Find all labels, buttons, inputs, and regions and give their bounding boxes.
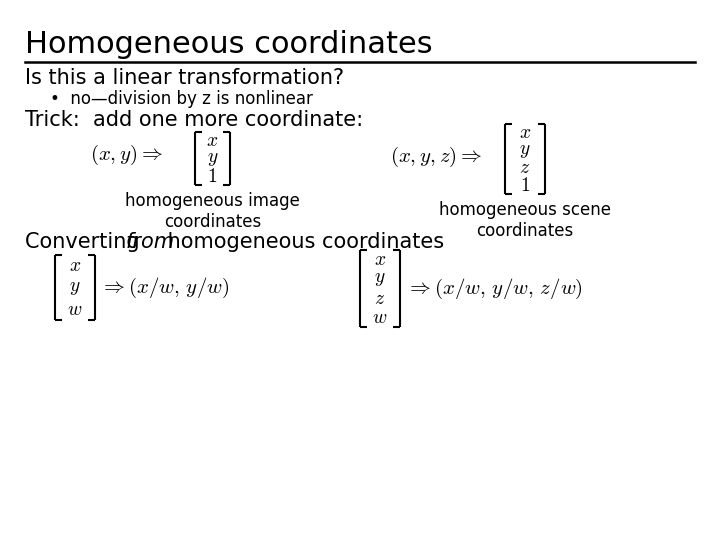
Text: $x$: $x$: [374, 250, 386, 269]
Text: $y$: $y$: [69, 278, 81, 297]
Text: $z$: $z$: [519, 158, 531, 177]
Text: Homogeneous coordinates: Homogeneous coordinates: [25, 30, 433, 59]
Text: $x$: $x$: [207, 131, 219, 150]
Text: $w$: $w$: [372, 308, 387, 327]
Text: $w$: $w$: [67, 300, 83, 319]
Text: $\Rightarrow (x/w,\, y/w,\, z/w)$: $\Rightarrow (x/w,\, y/w,\, z/w)$: [406, 277, 583, 301]
Text: $y$: $y$: [207, 149, 218, 168]
Text: homogeneous scene
coordinates: homogeneous scene coordinates: [439, 201, 611, 240]
Text: $z$: $z$: [374, 288, 385, 308]
Text: $x$: $x$: [519, 123, 531, 142]
Text: $\Rightarrow (x/w,\, y/w)$: $\Rightarrow (x/w,\, y/w)$: [100, 276, 230, 300]
Text: Is this a linear transformation?: Is this a linear transformation?: [25, 68, 344, 88]
Text: Trick:  add one more coordinate:: Trick: add one more coordinate:: [25, 110, 363, 130]
Text: Converting: Converting: [25, 232, 146, 252]
Text: $(x, y) \Rightarrow$: $(x, y) \Rightarrow$: [90, 143, 163, 167]
Text: $y$: $y$: [519, 141, 531, 160]
Text: homogeneous coordinates: homogeneous coordinates: [161, 232, 444, 252]
Text: $(x, y, z) \Rightarrow$: $(x, y, z) \Rightarrow$: [390, 145, 482, 169]
Text: $x$: $x$: [69, 256, 81, 275]
Text: $y$: $y$: [374, 269, 386, 288]
Text: $1$: $1$: [207, 167, 217, 186]
Text: $1$: $1$: [520, 176, 530, 195]
Text: homogeneous image
coordinates: homogeneous image coordinates: [125, 192, 300, 231]
Text: •  no—division by z is nonlinear: • no—division by z is nonlinear: [50, 90, 313, 108]
Text: from: from: [126, 232, 175, 252]
